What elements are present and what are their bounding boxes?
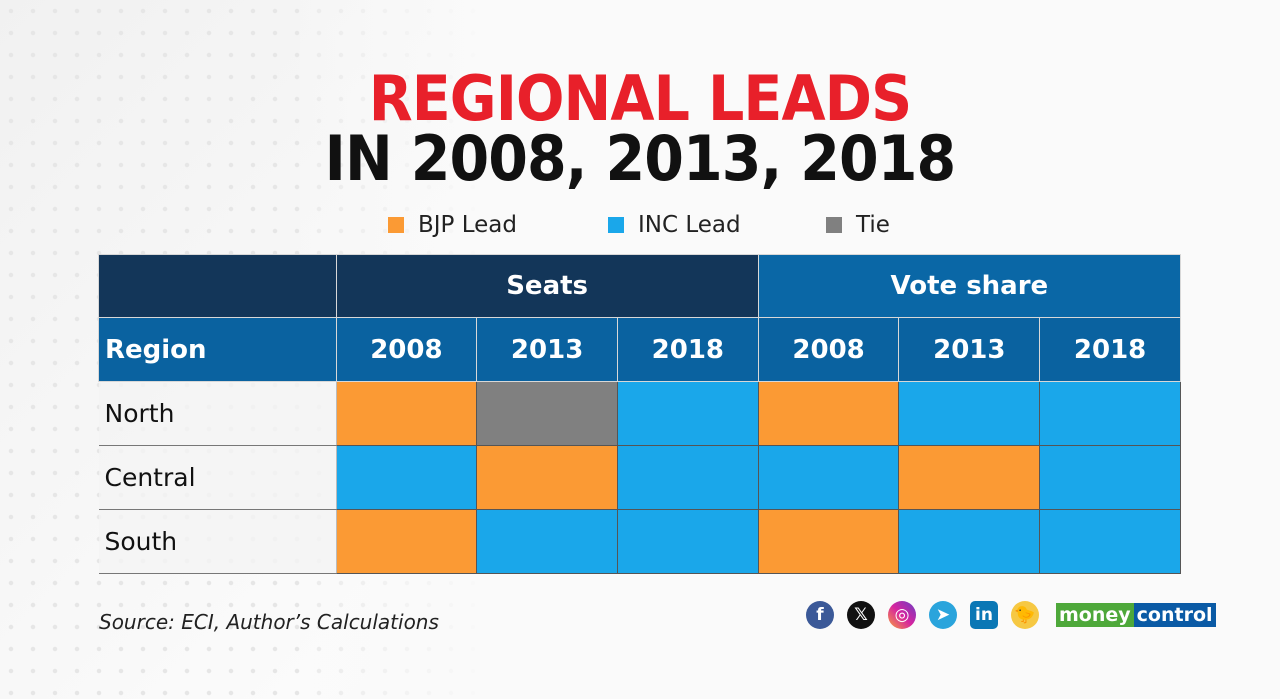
facebook-icon[interactable]: f [806,601,834,629]
lead-cell-inc [898,381,1041,446]
leads-table: Seats Vote share Region 2008 2013 2018 2… [98,254,1182,574]
legend: BJP Lead INC Lead Tie [388,212,890,238]
region-label: North [98,381,337,446]
lead-cell-inc [1039,381,1181,446]
lead-cell-inc [476,509,618,574]
koo-icon[interactable]: 🐤 [1011,601,1039,629]
lead-cell-bjp [898,445,1041,510]
year-header: 2018 [616,317,759,382]
lead-cell-bjp [757,509,900,574]
legend-inc: INC Lead [608,212,826,238]
lead-cell-inc [616,509,759,574]
lead-cell-inc [1039,509,1181,574]
source-note: Source: ECI, Author’s Calculations [99,610,439,634]
year-header: 2008 [757,317,900,382]
corner-header [98,254,337,318]
year-header: 2008 [335,317,478,382]
instagram-icon[interactable]: ◎ [888,601,916,629]
year-header: 2013 [476,317,618,382]
lead-cell-bjp [335,509,478,574]
legend-label: INC Lead [638,212,741,238]
year-header: 2018 [1039,317,1181,382]
region-label: South [98,509,337,574]
title-line-1: REGIONAL LEADS [368,62,912,135]
lead-cell-inc [335,445,478,510]
region-label: Central [98,445,337,510]
title-line-2: IN 2008, 2013, 2018 [324,122,957,195]
lead-cell-tie [476,381,618,446]
bjp-swatch [388,217,404,233]
logo-part2: control [1133,603,1216,627]
x-icon[interactable]: 𝕏 [847,601,875,629]
table-row: Central [98,445,1181,510]
legend-bjp: BJP Lead [388,212,608,238]
linkedin-icon[interactable]: in [970,601,998,629]
legend-label: Tie [856,212,890,238]
lead-cell-inc [898,509,1041,574]
lead-cell-inc [757,445,900,510]
seats-header: Seats [335,254,759,318]
telegram-icon[interactable]: ➤ [929,601,957,629]
inc-swatch [608,217,624,233]
table-row: North [98,381,1181,446]
lead-cell-bjp [476,445,618,510]
moneycontrol-logo: money control [1056,603,1216,627]
table-row: South [98,509,1181,574]
logo-part1: money [1056,603,1134,627]
social-icons: f 𝕏 ◎ ➤ in 🐤 money control [806,601,1216,629]
lead-cell-inc [616,381,759,446]
lead-cell-inc [1039,445,1181,510]
lead-cell-bjp [757,381,900,446]
year-header: 2013 [898,317,1041,382]
vote-share-header: Vote share [757,254,1182,318]
region-header: Region [98,317,337,382]
legend-label: BJP Lead [418,212,517,238]
lead-cell-bjp [335,381,478,446]
legend-tie: Tie [826,212,890,238]
tie-swatch [826,217,842,233]
lead-cell-inc [616,445,759,510]
